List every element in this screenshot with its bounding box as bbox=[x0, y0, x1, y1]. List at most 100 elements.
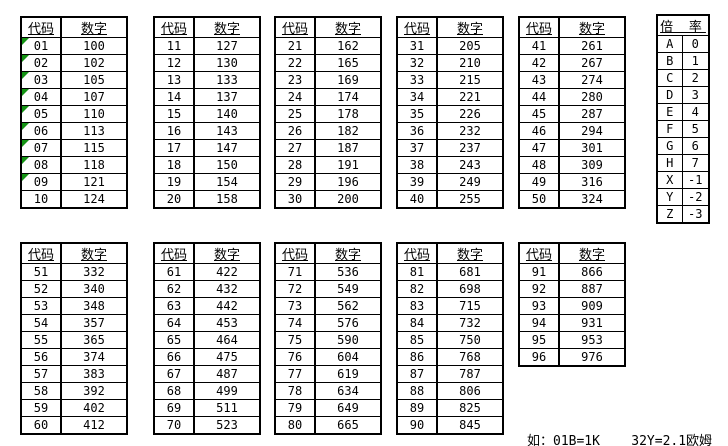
table-row: 69 511 bbox=[153, 399, 261, 417]
multiplier-letter-cell: X bbox=[656, 171, 683, 189]
table-row: 74 576 bbox=[274, 314, 382, 332]
code-cell: 24 bbox=[274, 88, 316, 106]
number-cell: 143 bbox=[193, 122, 261, 140]
number-cell: 221 bbox=[436, 88, 504, 106]
number-column-header: 数字 bbox=[314, 242, 382, 264]
table-row: 24 174 bbox=[274, 88, 382, 106]
header-row: 代码 数字 bbox=[396, 16, 504, 38]
number-cell: 604 bbox=[314, 348, 382, 366]
code-cell: 80 bbox=[274, 416, 316, 434]
number-cell: 374 bbox=[60, 348, 128, 366]
code-number-table: 代码 数字 91 866 92 887 93 909 94 931 95 953 96 976 bbox=[518, 242, 626, 367]
code-cell: 15 bbox=[153, 105, 195, 123]
code-cell: 51 bbox=[20, 263, 62, 281]
number-cell: 165 bbox=[314, 54, 382, 72]
table-row: 51 332 bbox=[20, 263, 128, 281]
multiplier-letter-cell: F bbox=[656, 120, 683, 138]
number-cell: 464 bbox=[193, 331, 261, 349]
code-cell: 64 bbox=[153, 314, 195, 332]
table-row: 30 200 bbox=[274, 190, 382, 208]
number-cell: 845 bbox=[436, 416, 504, 434]
number-cell: 681 bbox=[436, 263, 504, 281]
number-cell: 348 bbox=[60, 297, 128, 315]
code-table-71-80: 代码 数字 71 536 72 549 73 562 74 576 75 590 76 604 77 619 7… bbox=[274, 242, 382, 435]
code-cell: 30 bbox=[274, 190, 316, 208]
number-cell: 511 bbox=[193, 399, 261, 417]
code-cell: 25 bbox=[274, 105, 316, 123]
number-cell: 226 bbox=[436, 105, 504, 123]
code-table-61-70: 代码 数字 61 422 62 432 63 442 64 453 65 464 66 475 67 487 6… bbox=[153, 242, 261, 435]
code-column-header: 代码 bbox=[153, 16, 195, 38]
error-flag-triangle-icon bbox=[22, 38, 29, 45]
table-row: 19 154 bbox=[153, 173, 261, 191]
table-row: 23 169 bbox=[274, 71, 382, 89]
table-row: 50 324 bbox=[518, 190, 626, 208]
code-cell: 79 bbox=[274, 399, 316, 417]
code-cell: 03 bbox=[20, 71, 62, 89]
code-cell: 88 bbox=[396, 382, 438, 400]
code-cell: 46 bbox=[518, 122, 560, 140]
code-table-91-96: 代码 数字 91 866 92 887 93 909 94 931 95 953 96 976 bbox=[518, 242, 626, 367]
table-row: 16 143 bbox=[153, 122, 261, 140]
number-cell: 732 bbox=[436, 314, 504, 332]
number-column-header: 数字 bbox=[436, 16, 504, 38]
code-cell: 23 bbox=[274, 71, 316, 89]
multiplier-value-cell: 3 bbox=[681, 86, 710, 104]
number-cell: 215 bbox=[436, 71, 504, 89]
code-column-header: 代码 bbox=[20, 16, 62, 38]
code-cell: 47 bbox=[518, 139, 560, 157]
table-row: 29 196 bbox=[274, 173, 382, 191]
number-cell: 324 bbox=[558, 190, 626, 208]
table-row: 46 294 bbox=[518, 122, 626, 140]
table-row: 39 249 bbox=[396, 173, 504, 191]
code-cell: 16 bbox=[153, 122, 195, 140]
code-cell: 10 bbox=[20, 190, 62, 208]
table-row: 25 178 bbox=[274, 105, 382, 123]
table-row: 13 133 bbox=[153, 71, 261, 89]
table-row: 08 118 bbox=[20, 156, 128, 174]
table-row: 48 309 bbox=[518, 156, 626, 174]
number-cell: 887 bbox=[558, 280, 626, 298]
table-row: 47 301 bbox=[518, 139, 626, 157]
number-cell: 121 bbox=[60, 173, 128, 191]
code-cell: 41 bbox=[518, 37, 560, 55]
table-row: 79 649 bbox=[274, 399, 382, 417]
code-table-81-90: 代码 数字 81 681 82 698 83 715 84 732 85 750 86 768 87 787 8… bbox=[396, 242, 504, 435]
code-cell: 69 bbox=[153, 399, 195, 417]
number-cell: 174 bbox=[314, 88, 382, 106]
code-cell: 32 bbox=[396, 54, 438, 72]
number-cell: 806 bbox=[436, 382, 504, 400]
table-row: 14 137 bbox=[153, 88, 261, 106]
number-cell: 787 bbox=[436, 365, 504, 383]
code-cell: 52 bbox=[20, 280, 62, 298]
number-column-header: 数字 bbox=[193, 16, 261, 38]
code-cell: 58 bbox=[20, 382, 62, 400]
number-cell: 909 bbox=[558, 297, 626, 315]
table-row: 84 732 bbox=[396, 314, 504, 332]
table-row: 61 422 bbox=[153, 263, 261, 281]
error-flag-triangle-icon bbox=[22, 55, 29, 62]
table-row: 22 165 bbox=[274, 54, 382, 72]
table-row: 81 681 bbox=[396, 263, 504, 281]
number-cell: 191 bbox=[314, 156, 382, 174]
code-number-table: 代码 数字 81 681 82 698 83 715 84 732 85 750 86 768 87 787 8… bbox=[396, 242, 504, 435]
code-cell: 59 bbox=[20, 399, 62, 417]
table-row: 65 464 bbox=[153, 331, 261, 349]
multiplier-table: 倍 率 A 0 B 1 C 2 D 3 E 4 F 5 G 6 H 7 X -1 Y -2 Z -3 bbox=[656, 14, 710, 224]
table-row: 82 698 bbox=[396, 280, 504, 298]
table-row: 62 432 bbox=[153, 280, 261, 298]
code-cell: 87 bbox=[396, 365, 438, 383]
code-number-table: 代码 数字 41 261 42 267 43 274 44 280 45 287 46 294 47 301 4… bbox=[518, 16, 626, 209]
multiplier-value-cell: 6 bbox=[681, 137, 710, 155]
code-cell: 48 bbox=[518, 156, 560, 174]
table-row: 56 374 bbox=[20, 348, 128, 366]
code-cell: 18 bbox=[153, 156, 195, 174]
code-cell: 90 bbox=[396, 416, 438, 434]
code-cell: 37 bbox=[396, 139, 438, 157]
number-cell: 205 bbox=[436, 37, 504, 55]
